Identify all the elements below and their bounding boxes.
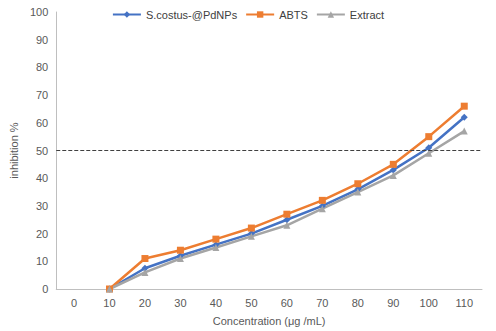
svg-text:inhibition %: inhibition % [8,122,20,178]
svg-text:70: 70 [36,89,48,101]
svg-text:40: 40 [36,172,48,184]
svg-text:30: 30 [174,297,186,309]
svg-text:30: 30 [36,200,48,212]
svg-text:60: 60 [36,117,48,129]
svg-text:0: 0 [42,283,48,295]
svg-text:90: 90 [36,34,48,46]
svg-text:ABTS: ABTS [279,9,308,21]
svg-text:60: 60 [281,297,293,309]
svg-text:100: 100 [30,6,48,18]
svg-text:110: 110 [455,297,473,309]
svg-text:90: 90 [387,297,399,309]
svg-text:50: 50 [245,297,257,309]
svg-text:40: 40 [210,297,222,309]
svg-text:50: 50 [36,145,48,157]
svg-text:S.costus-@PdNPs: S.costus-@PdNPs [146,9,238,21]
svg-text:100: 100 [420,297,438,309]
svg-text:Extract: Extract [350,9,384,21]
svg-text:10: 10 [36,255,48,267]
svg-text:80: 80 [36,61,48,73]
svg-text:20: 20 [139,297,151,309]
svg-text:80: 80 [352,297,364,309]
svg-text:70: 70 [316,297,328,309]
svg-text:20: 20 [36,228,48,240]
svg-text:10: 10 [103,297,115,309]
svg-text:0: 0 [71,297,77,309]
svg-text:Concentration (μg /mL): Concentration (μg /mL) [213,315,326,327]
